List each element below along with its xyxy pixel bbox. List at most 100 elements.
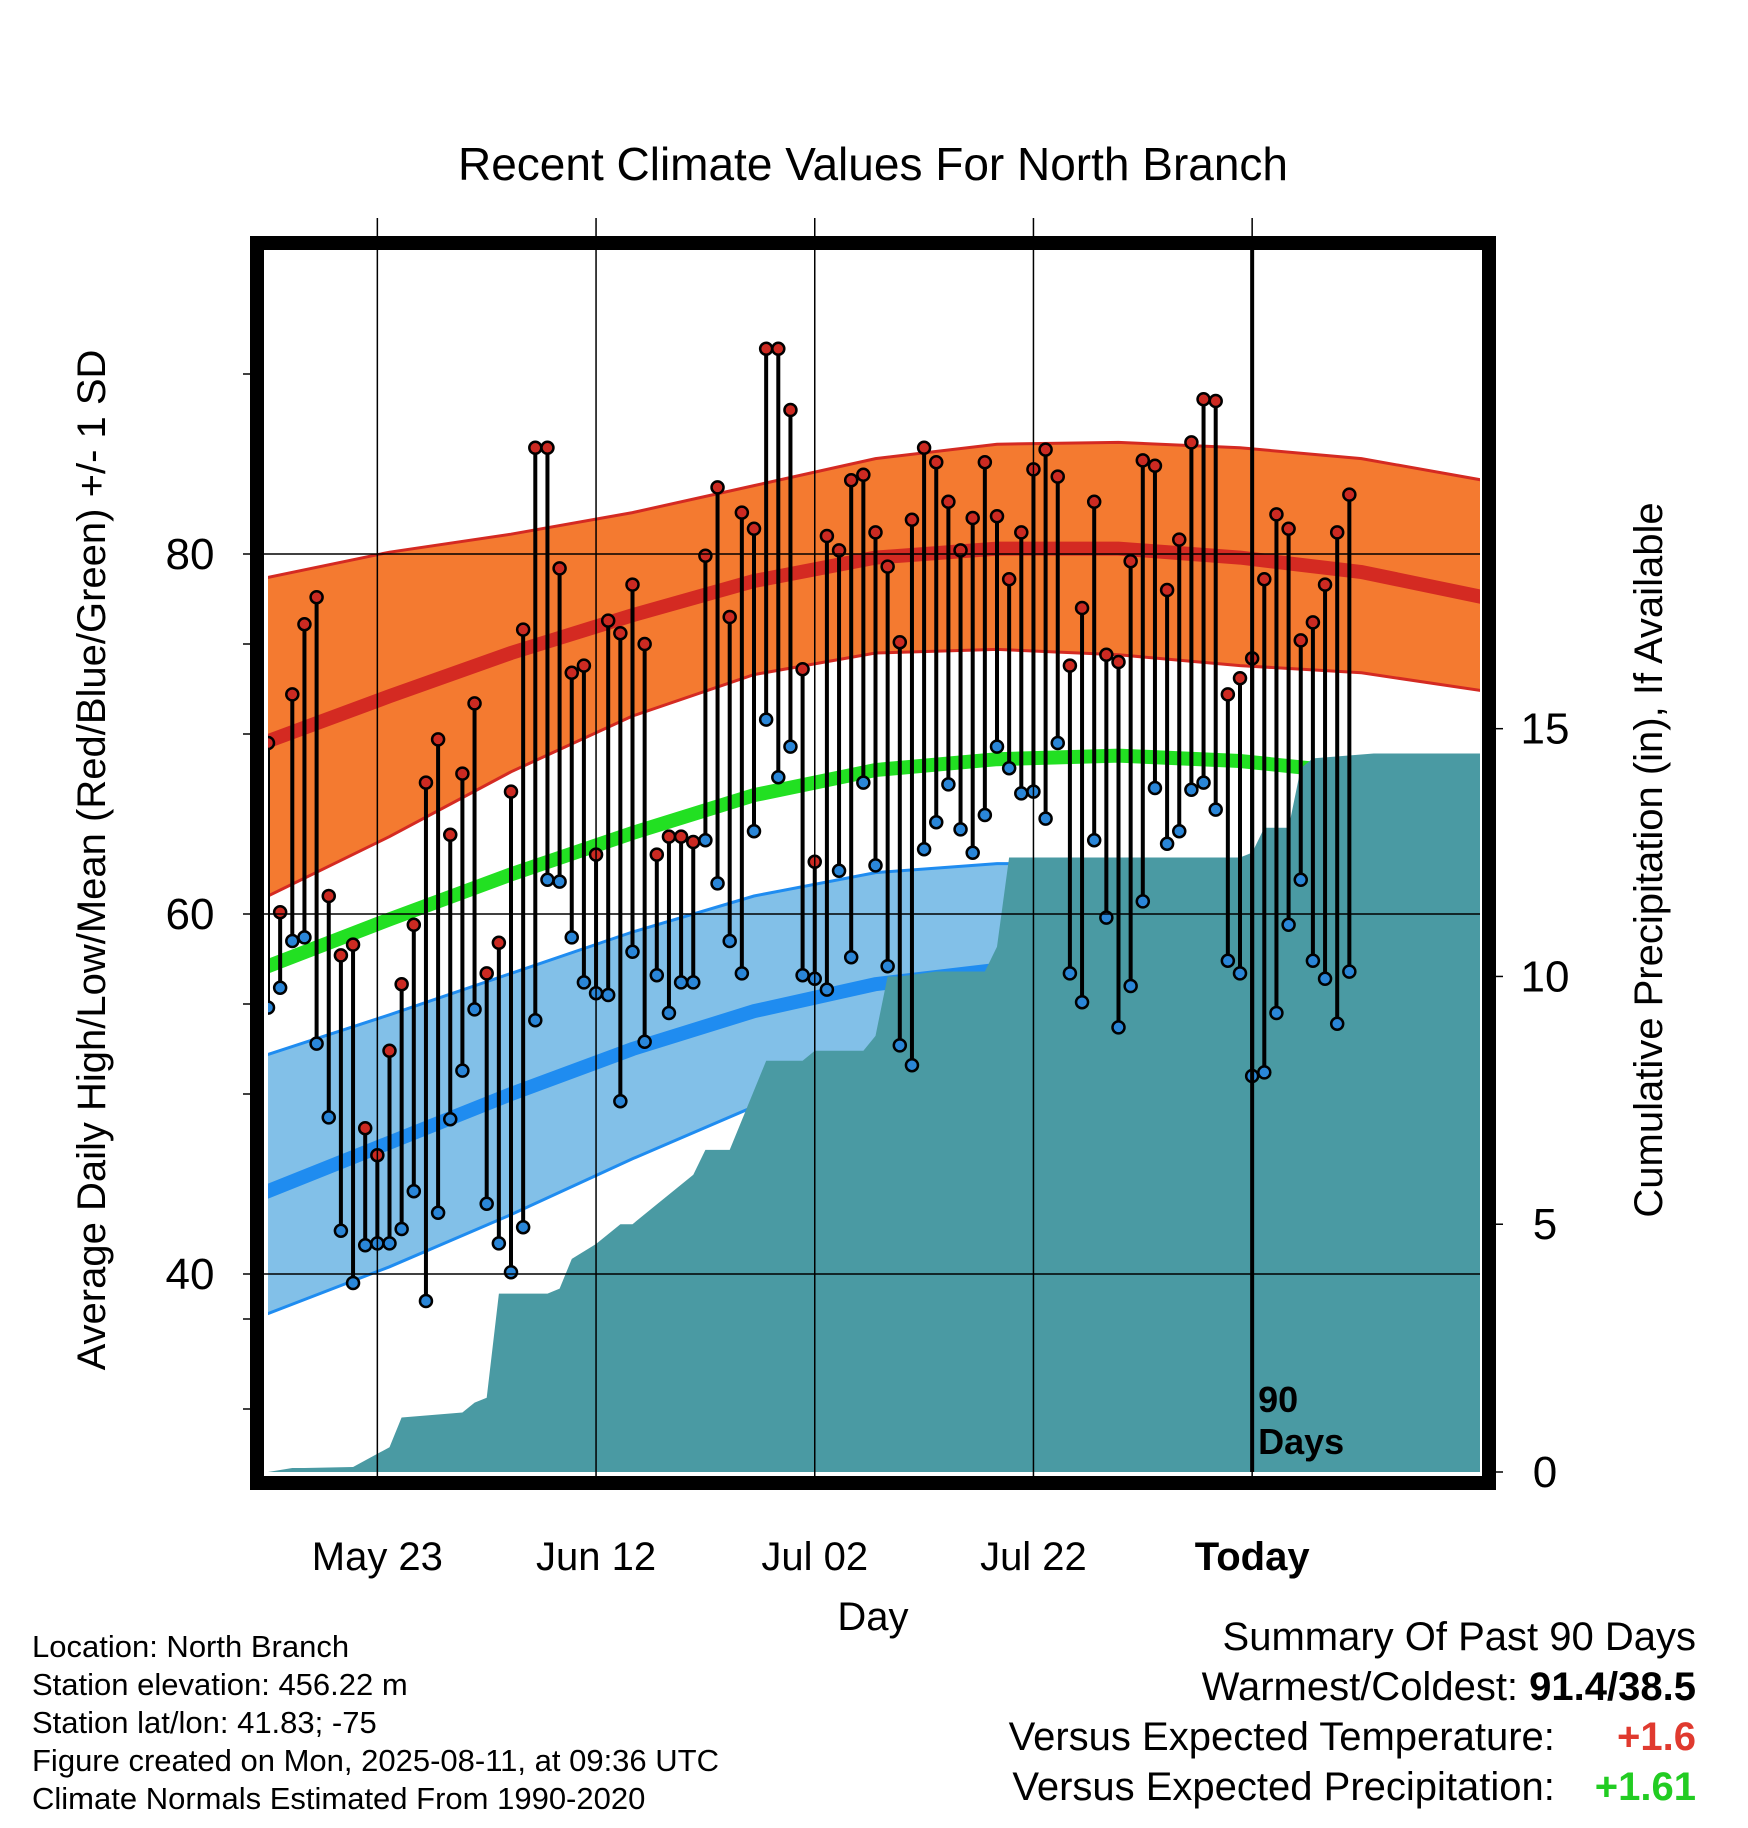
plot-area: 90 Days May 23 Jun 12 Jul 02 Jul 22 Today 40 60 8… bbox=[166, 218, 1570, 1579]
high-point bbox=[916, 440, 932, 456]
high-point bbox=[722, 609, 737, 625]
precip-anomaly-label: Versus Expected Precipitation: bbox=[1012, 1765, 1555, 1809]
high-point bbox=[758, 341, 774, 357]
precip-area bbox=[268, 753, 1480, 1472]
high-point bbox=[552, 561, 567, 576]
low-point bbox=[1172, 823, 1187, 839]
high-point bbox=[868, 525, 883, 540]
low-point bbox=[953, 822, 968, 837]
chart-title: Recent Climate Values For North Branch bbox=[458, 138, 1288, 190]
high-point bbox=[1329, 525, 1345, 540]
low-point bbox=[710, 876, 725, 891]
low-point bbox=[1329, 1016, 1345, 1032]
low-point bbox=[1196, 775, 1211, 790]
y-tick-label: 40 bbox=[166, 1250, 215, 1299]
x-tick-label: Jul 02 bbox=[761, 1535, 868, 1579]
high-point bbox=[989, 508, 1005, 524]
high-point bbox=[661, 829, 677, 844]
station-location: Location: North Branch bbox=[32, 1629, 350, 1664]
high-point bbox=[1184, 435, 1199, 450]
y2-tick-label: 10 bbox=[1521, 952, 1570, 1001]
station-latlon: Station lat/lon: 41.83; -75 bbox=[32, 1705, 377, 1740]
high-point bbox=[503, 784, 519, 799]
low-point bbox=[430, 1205, 446, 1221]
y2-tick-label: 15 bbox=[1521, 705, 1570, 754]
x-tick-label: Jul 22 bbox=[980, 1535, 1087, 1579]
high-point bbox=[600, 613, 616, 628]
low-point bbox=[989, 739, 1005, 754]
high-point bbox=[965, 510, 980, 526]
low-point bbox=[491, 1236, 507, 1251]
high-point bbox=[710, 480, 725, 495]
low-point bbox=[333, 1223, 349, 1239]
summary-warm-cold: Warmest/Coldest: 91.4/38.5 bbox=[1009, 1662, 1696, 1712]
x-axis-label: Day bbox=[837, 1595, 908, 1639]
y-tick-label: 60 bbox=[166, 890, 215, 939]
low-point bbox=[600, 987, 616, 1003]
low-point bbox=[540, 872, 555, 888]
summary-panel: Summary Of Past 90 Days Warmest/Coldest:… bbox=[1009, 1612, 1696, 1812]
low-point bbox=[661, 1005, 677, 1021]
warm-cold-label: Warmest/Coldest: bbox=[1201, 1665, 1519, 1709]
high-point bbox=[1305, 615, 1321, 630]
high-point bbox=[625, 577, 640, 592]
low-point bbox=[613, 1093, 628, 1109]
low-point bbox=[552, 874, 567, 889]
low-point bbox=[783, 739, 798, 754]
high-point bbox=[783, 402, 798, 418]
high-point bbox=[418, 775, 434, 790]
high-point bbox=[1342, 487, 1357, 502]
low-point bbox=[297, 930, 312, 945]
temp-anomaly-value: +1.6 bbox=[1617, 1715, 1696, 1759]
low-point bbox=[880, 958, 895, 974]
low-point bbox=[892, 1038, 908, 1053]
high-point bbox=[333, 948, 349, 963]
high-point bbox=[1062, 658, 1078, 673]
high-point bbox=[1281, 521, 1296, 537]
x-tick-label: May 23 bbox=[312, 1535, 443, 1579]
y2-tick-label: 5 bbox=[1533, 1200, 1557, 1249]
high-point bbox=[673, 829, 689, 844]
high-point bbox=[1001, 571, 1017, 587]
low-point bbox=[904, 1057, 920, 1073]
high-point bbox=[649, 847, 665, 862]
low-point bbox=[1281, 917, 1296, 933]
low-point bbox=[965, 845, 980, 861]
low-point bbox=[1014, 786, 1029, 801]
figure-created: Figure created on Mon, 2025-08-11, at 09… bbox=[32, 1743, 719, 1778]
high-point bbox=[528, 440, 543, 456]
high-point bbox=[1220, 687, 1236, 702]
low-point bbox=[941, 777, 956, 792]
low-point bbox=[1074, 994, 1090, 1010]
low-point bbox=[722, 933, 737, 949]
low-point bbox=[443, 1111, 458, 1127]
high-point bbox=[576, 658, 592, 673]
low-point bbox=[698, 832, 713, 848]
low-point bbox=[843, 949, 859, 965]
y-axis-label: Average Daily High/Low/Mean (Red/Blue/Gr… bbox=[70, 350, 114, 1371]
high-point bbox=[892, 634, 908, 650]
days-label: 90 Days bbox=[1258, 1379, 1344, 1462]
low-point bbox=[1135, 894, 1151, 909]
low-point bbox=[406, 1183, 422, 1199]
high-point bbox=[479, 966, 494, 981]
low-point bbox=[1317, 971, 1333, 987]
low-point bbox=[455, 1063, 470, 1078]
low-point bbox=[309, 1036, 324, 1051]
summary-precip: Versus Expected Precipitation: +1.61 bbox=[1009, 1762, 1696, 1812]
low-point bbox=[734, 966, 750, 981]
low-point bbox=[503, 1264, 519, 1280]
low-point bbox=[1123, 978, 1138, 994]
low-point bbox=[673, 975, 689, 990]
low-point bbox=[625, 944, 640, 960]
low-point bbox=[1220, 953, 1236, 969]
low-point bbox=[1184, 782, 1199, 798]
low-point bbox=[868, 858, 883, 873]
y2-tick-label: 0 bbox=[1533, 1448, 1557, 1497]
high-point bbox=[297, 616, 312, 632]
high-point bbox=[515, 622, 531, 637]
low-point bbox=[467, 1002, 482, 1017]
low-point bbox=[929, 814, 944, 830]
days-label-line: 90 bbox=[1258, 1379, 1298, 1420]
